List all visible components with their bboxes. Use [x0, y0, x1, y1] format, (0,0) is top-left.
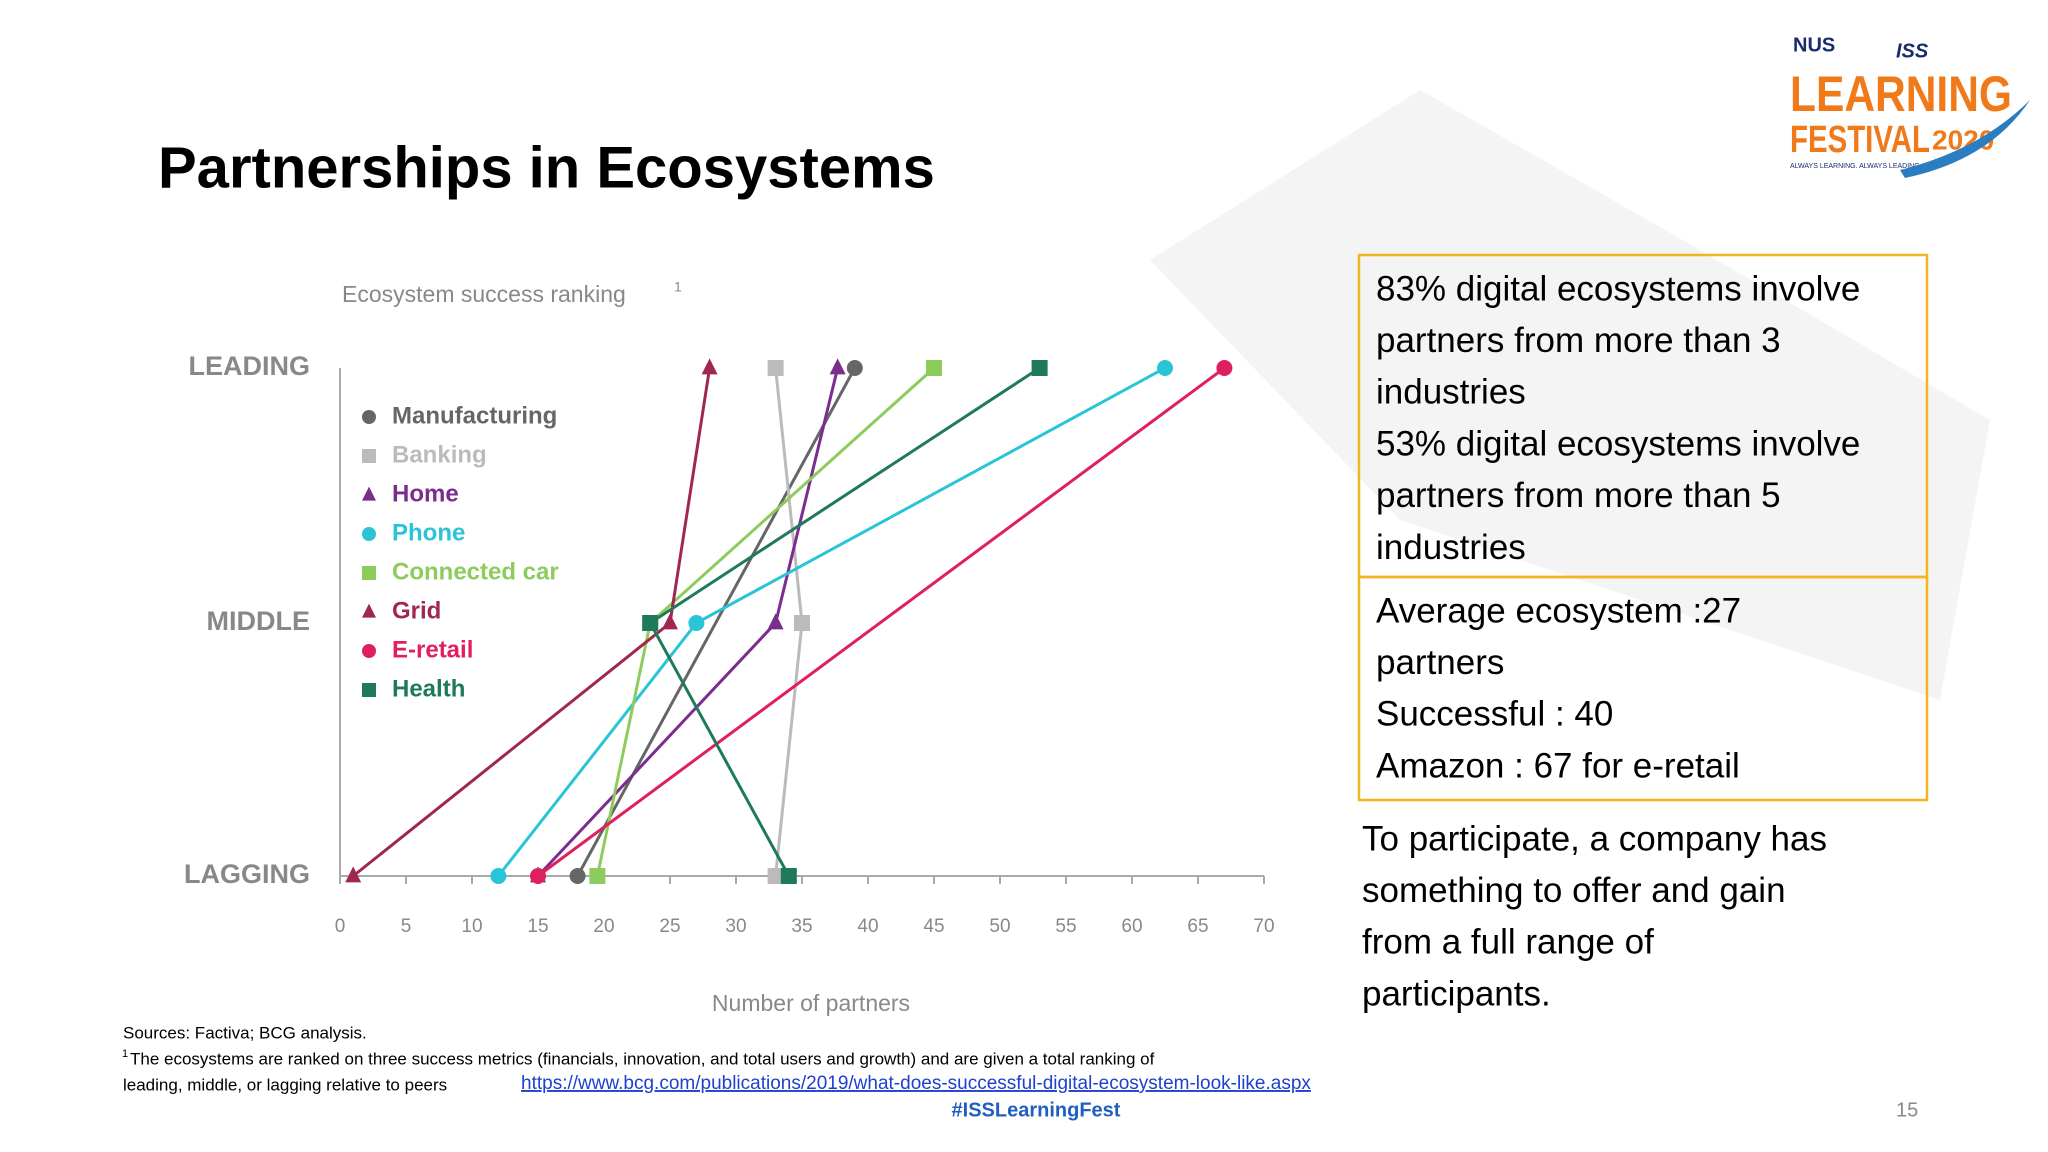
x-tick-label: 45 [923, 916, 944, 937]
logo-iss: ISS [1896, 40, 1929, 62]
info-text: partners from more than 3 [1376, 321, 1781, 360]
info-box [1357, 575, 1929, 802]
point [345, 866, 362, 883]
x-tick-label: 25 [659, 916, 680, 937]
legend-marker [362, 410, 376, 424]
x-tick-label: 50 [989, 916, 1010, 937]
x-tick-label: 55 [1055, 916, 1076, 937]
info-text: Amazon : 67 for e-retail [1376, 746, 1740, 785]
point [794, 615, 810, 631]
point [490, 868, 507, 884]
logo-nus: NUS [1793, 34, 1835, 56]
legend-label: Banking [392, 441, 487, 468]
legend-label: Manufacturing [392, 402, 557, 429]
logo-festival: FESTIVAL [1790, 119, 1930, 161]
point [569, 868, 586, 884]
chart-title: Ecosystem success ranking [342, 281, 626, 307]
footnote: leading, middle, or lagging relative to … [123, 1075, 447, 1094]
page-number: 15 [1896, 1099, 1918, 1121]
y-tick-label: LEADING [189, 351, 311, 381]
point [662, 613, 678, 630]
point [780, 868, 797, 884]
y-tick-label: MIDDLE [207, 606, 311, 636]
hashtag: #ISSLearningFest [952, 1099, 1121, 1121]
paragraph-text: To participate, a company has [1362, 819, 1827, 858]
legend-label: Grid [392, 597, 441, 624]
legend-label: Connected car [392, 558, 559, 585]
point [1157, 360, 1173, 376]
point [1031, 360, 1048, 376]
info-text: industries [1376, 373, 1526, 412]
point [846, 360, 863, 376]
chart-title-note: 1 [674, 279, 682, 295]
paragraph-text: from a full range of [1362, 923, 1654, 962]
legend-label: Phone [392, 519, 465, 546]
paragraph-text: something to offer and gain [1362, 871, 1786, 910]
legend-marker [362, 644, 376, 658]
point [642, 615, 659, 631]
point [926, 360, 942, 376]
point [829, 358, 846, 375]
x-tick-label: 35 [791, 916, 812, 937]
y-tick-label: LAGGING [184, 859, 310, 889]
series-line [576, 367, 857, 877]
legend-label: E-retail [392, 636, 473, 663]
legend-marker [362, 486, 376, 501]
legend-label: Home [392, 480, 459, 507]
info-text: partners [1376, 643, 1504, 682]
point [767, 360, 784, 376]
point [589, 868, 606, 884]
point [1216, 360, 1233, 376]
legend-label: Health [392, 675, 465, 702]
x-tick-label: 30 [725, 916, 746, 937]
legend-marker [362, 683, 376, 697]
point [688, 615, 705, 631]
source-link[interactable]: https://www.bcg.com/publications/2019/wh… [521, 1073, 1311, 1094]
footnote: The ecosystems are ranked on three succe… [130, 1049, 1155, 1068]
x-tick-label: 40 [857, 916, 878, 937]
x-tick-label: 70 [1253, 916, 1274, 937]
sources: Sources: Factiva; BCG analysis. [123, 1023, 367, 1042]
point [767, 613, 784, 630]
logo-swoosh [1900, 100, 2030, 178]
legend-marker [362, 449, 376, 463]
slide-title: Partnerships in Ecosystems [158, 135, 935, 200]
background-shape [1150, 90, 1990, 700]
legend-marker [362, 603, 376, 618]
x-tick-label: 60 [1121, 916, 1142, 937]
logo-learning: LEARNING [1790, 66, 2012, 122]
logo-tagline: ALWAYS LEARNING. ALWAYS LEADING [1790, 163, 1920, 170]
legend-marker [362, 566, 376, 580]
chart: Ecosystem success ranking 1 Number of part… [184, 279, 1275, 1016]
info-text: Successful : 40 [1376, 695, 1613, 734]
x-tick-label: 5 [401, 916, 412, 937]
x-tick-label: 65 [1187, 916, 1208, 937]
x-tick-label: 0 [335, 916, 346, 937]
info-text: 83% digital ecosystems involve [1376, 269, 1860, 308]
x-axis-label: Number of partners [712, 990, 910, 1016]
point [530, 868, 546, 884]
series-line [537, 366, 1226, 878]
info-text: Average ecosystem :27 [1376, 591, 1741, 630]
x-tick-label: 20 [593, 916, 614, 937]
x-tick-label: 10 [461, 916, 482, 937]
paragraph-text: participants. [1362, 974, 1551, 1013]
info-text: industries [1376, 528, 1526, 567]
point [767, 868, 784, 884]
footnote-marker: 1 [122, 1048, 128, 1060]
info-text: 53% digital ecosystems involve [1376, 424, 1860, 463]
x-tick-label: 15 [527, 916, 548, 937]
point [701, 358, 718, 375]
legend-marker [362, 527, 376, 541]
info-text: partners from more than 5 [1376, 476, 1781, 515]
